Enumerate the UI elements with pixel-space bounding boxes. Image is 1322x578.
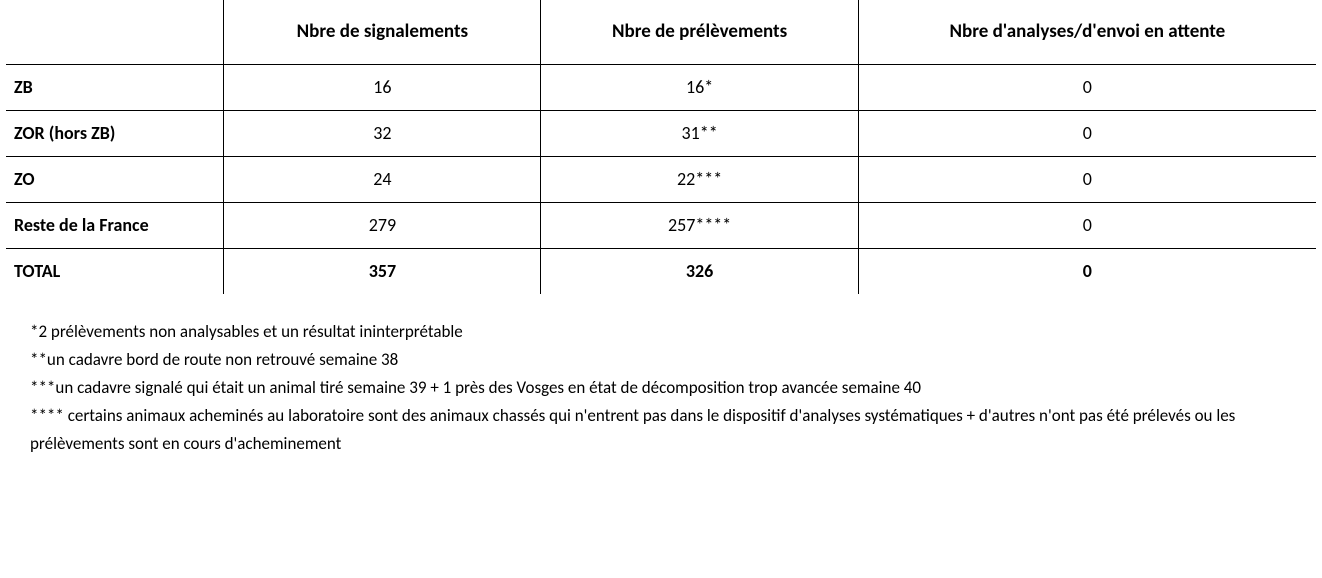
cell-prelevements: 31** xyxy=(541,110,858,156)
header-attente: Nbre d'analyses/d'envoi en attente xyxy=(858,0,1316,64)
cell-prelevements: 257**** xyxy=(541,202,858,248)
cell-prelevements: 22*** xyxy=(541,156,858,202)
data-table: Nbre de signalements Nbre de prélèvement… xyxy=(6,0,1316,294)
footnote-3: ***un cadavre signalé qui était un anima… xyxy=(30,374,1292,402)
cell-attente: 0 xyxy=(858,156,1316,202)
table-row: ZB 16 16* 0 xyxy=(6,64,1316,110)
table-row: ZO 24 22*** 0 xyxy=(6,156,1316,202)
table-row: ZOR (hors ZB) 32 31** 0 xyxy=(6,110,1316,156)
row-label: ZO xyxy=(6,156,224,202)
row-label: ZOR (hors ZB) xyxy=(6,110,224,156)
total-attente: 0 xyxy=(858,248,1316,294)
total-signalements: 357 xyxy=(224,248,541,294)
cell-attente: 0 xyxy=(858,110,1316,156)
total-prelevements: 326 xyxy=(541,248,858,294)
cell-signalements: 279 xyxy=(224,202,541,248)
cell-attente: 0 xyxy=(858,202,1316,248)
row-label: Reste de la France xyxy=(6,202,224,248)
footnote-2: **un cadavre bord de route non retrouvé … xyxy=(30,346,1292,374)
cell-signalements: 32 xyxy=(224,110,541,156)
footnote-1: *2 prélèvements non analysables et un ré… xyxy=(30,318,1292,346)
cell-attente: 0 xyxy=(858,64,1316,110)
table-row: Reste de la France 279 257**** 0 xyxy=(6,202,1316,248)
cell-prelevements: 16* xyxy=(541,64,858,110)
row-label: ZB xyxy=(6,64,224,110)
header-signalements: Nbre de signalements xyxy=(224,0,541,64)
header-empty xyxy=(6,0,224,64)
cell-signalements: 24 xyxy=(224,156,541,202)
table-container: Nbre de signalements Nbre de prélèvement… xyxy=(0,0,1322,294)
table-header-row: Nbre de signalements Nbre de prélèvement… xyxy=(6,0,1316,64)
total-label: TOTAL xyxy=(6,248,224,294)
table-total-row: TOTAL 357 326 0 xyxy=(6,248,1316,294)
cell-signalements: 16 xyxy=(224,64,541,110)
header-prelevements: Nbre de prélèvements xyxy=(541,0,858,64)
footnote-4: **** certains animaux acheminés au labor… xyxy=(30,402,1292,458)
footnotes: *2 prélèvements non analysables et un ré… xyxy=(0,294,1322,468)
